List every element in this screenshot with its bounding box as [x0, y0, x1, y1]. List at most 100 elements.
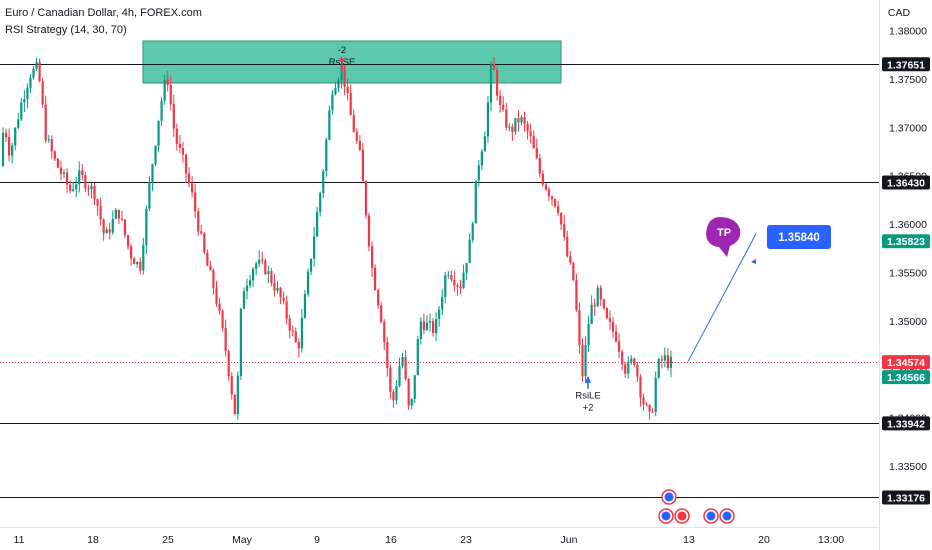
candle — [435, 312, 438, 342]
price-tag[interactable]: 1.35823 — [882, 234, 930, 249]
y-tick-label: 1.35000 — [889, 316, 927, 328]
candle — [505, 102, 508, 131]
strategy-signals: -2RsiSE RsiLE+2 — [329, 45, 601, 414]
candle — [489, 60, 493, 112]
candle — [407, 377, 410, 410]
candle — [590, 295, 593, 325]
candle — [11, 142, 14, 164]
candle — [465, 262, 468, 280]
candle — [618, 333, 621, 359]
event-icons[interactable] — [658, 489, 735, 524]
candle — [56, 157, 59, 169]
candle — [474, 180, 477, 224]
candle — [416, 335, 419, 376]
candle — [169, 76, 172, 111]
candle — [557, 200, 560, 217]
study-legend[interactable]: RSI Strategy (14, 30, 70) — [5, 24, 127, 36]
candle — [75, 176, 78, 198]
candle — [96, 198, 99, 216]
x-tick-label: Jun — [561, 534, 578, 546]
candle — [492, 57, 496, 71]
target-label-box[interactable]: 1.35840 — [767, 225, 831, 249]
candle — [453, 270, 456, 292]
candle — [334, 81, 337, 96]
candle — [572, 261, 575, 282]
short-signal-qty: -2 — [338, 45, 346, 56]
candle — [483, 131, 486, 152]
candle — [255, 261, 258, 276]
candle — [401, 352, 404, 369]
candle — [444, 272, 447, 304]
candle — [227, 349, 230, 381]
tp-bubble[interactable]: TP — [706, 217, 741, 257]
candle — [206, 249, 209, 266]
candle — [514, 118, 517, 136]
candles — [1, 56, 673, 420]
candle — [502, 96, 505, 112]
candle — [410, 398, 413, 410]
candle — [666, 348, 669, 371]
event-icon-core — [706, 511, 716, 521]
price-tag[interactable]: 1.37651 — [882, 57, 930, 72]
x-tick-label: 23 — [460, 534, 472, 546]
candle — [553, 198, 557, 208]
candle — [47, 134, 50, 143]
candle — [273, 274, 276, 297]
long-signal[interactable]: RsiLE+2 — [575, 375, 601, 414]
candle — [560, 212, 563, 231]
horizontal-levels — [0, 64, 879, 498]
candle — [239, 307, 242, 380]
price-tag[interactable]: 1.33942 — [882, 416, 930, 431]
candle — [422, 313, 425, 335]
candle — [441, 289, 444, 316]
y-tick-label: 1.37000 — [889, 122, 927, 134]
candle — [303, 289, 307, 319]
x-tick-label: 25 — [162, 534, 174, 546]
candle — [642, 393, 645, 411]
candle — [386, 337, 389, 377]
x-tick-label: May — [232, 534, 253, 546]
candle — [349, 84, 352, 116]
chart-title[interactable]: Euro / Canadian Dollar, 4h, FOREX.com — [5, 7, 202, 19]
candle — [319, 191, 322, 217]
short-signal[interactable]: -2RsiSE — [329, 45, 355, 72]
price-tag[interactable]: 1.34566 — [882, 370, 930, 385]
price-tag[interactable]: 1.33176 — [882, 490, 930, 505]
candle — [84, 171, 87, 192]
candle — [313, 226, 316, 267]
candle — [523, 111, 526, 132]
candle — [550, 195, 554, 206]
candle — [258, 250, 261, 268]
candle — [32, 66, 35, 80]
price-tag[interactable]: 1.36430 — [882, 175, 930, 190]
candle — [352, 109, 355, 133]
projection-arrow[interactable] — [687, 233, 757, 362]
candle — [187, 167, 191, 188]
candle — [133, 256, 136, 265]
candle — [276, 281, 279, 294]
candle — [20, 97, 23, 122]
price-tag[interactable]: 1.34574 — [882, 355, 930, 370]
candle — [331, 89, 334, 115]
candle — [78, 161, 81, 193]
candle — [130, 243, 133, 267]
candle — [648, 404, 651, 420]
candle — [145, 205, 148, 255]
candle — [279, 286, 282, 305]
candle — [358, 135, 361, 152]
candle — [602, 298, 605, 311]
candle — [511, 123, 514, 141]
candle — [404, 350, 407, 381]
y-tick-label: 1.35500 — [889, 268, 927, 280]
candle — [69, 180, 72, 194]
candle — [1, 127, 5, 168]
candle — [300, 308, 303, 353]
candle — [431, 318, 435, 337]
candle — [248, 274, 252, 289]
projection-arrowhead — [751, 259, 756, 264]
candle — [611, 316, 615, 339]
candle — [383, 319, 386, 351]
candle — [633, 357, 636, 367]
candle — [624, 361, 627, 378]
